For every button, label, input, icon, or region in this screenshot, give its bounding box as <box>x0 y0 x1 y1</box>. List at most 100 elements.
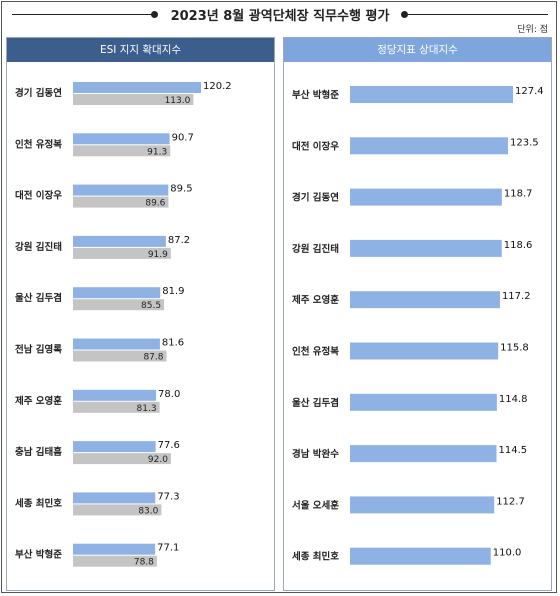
esi-value-primary: 120.2 <box>203 81 232 92</box>
esi-value-secondary: 91.3 <box>147 147 167 157</box>
esi-row: 울산 김두겸 81.985.5 <box>15 286 184 311</box>
esi-value-secondary: 89.6 <box>145 199 165 209</box>
esi-value-primary: 89.5 <box>170 184 192 195</box>
party-row: 제주 오영훈 117.2 <box>292 291 531 309</box>
party-category-label: 울산 김두겸 <box>292 397 339 409</box>
esi-category-label: 제주 오영훈 <box>15 395 62 407</box>
esi-value-secondary: 78.8 <box>134 558 154 568</box>
party-row: 부산 박형준 127.4 <box>292 86 544 103</box>
title-line-right <box>408 14 548 15</box>
esi-bar-primary <box>73 287 161 299</box>
party-row: 인천 유정복 115.8 <box>292 342 529 360</box>
esi-category-label: 경기 김동연 <box>15 87 62 99</box>
esi-value-primary: 81.6 <box>162 338 184 349</box>
party-value: 115.8 <box>500 343 529 354</box>
esi-category-label: 대전 이장우 <box>15 190 62 202</box>
esi-category-label: 울산 김두겸 <box>15 292 62 304</box>
party-value: 114.5 <box>498 445 527 456</box>
esi-category-label: 세종 최민호 <box>15 497 62 509</box>
esi-bar-primary <box>73 389 157 401</box>
chart-esi: 경기 김동연 120.2 113.0 인천 유정복 90.7 91.3 대전 이장우 89.5… <box>15 81 232 568</box>
esi-bar-secondary <box>73 299 165 311</box>
party-bar <box>350 137 509 155</box>
esi-value-primary: 77.3 <box>157 491 179 502</box>
party-value: 118.7 <box>504 189 533 200</box>
esi-category-label: 충남 김태흠 <box>15 446 62 458</box>
esi-value-primary: 90.7 <box>172 132 194 143</box>
esi-category-label: 인천 유정복 <box>15 138 62 150</box>
party-bar <box>350 291 500 309</box>
party-category-label: 경남 박완수 <box>292 448 339 460</box>
esi-row: 제주 오영훈 78.081.3 <box>15 389 180 414</box>
party-value: 118.6 <box>504 240 533 251</box>
party-bar <box>350 445 497 463</box>
party-bar <box>350 496 495 514</box>
esi-row: 대전 이장우 89.5 89.6 <box>15 184 193 209</box>
esi-value-primary: 81.9 <box>162 286 184 297</box>
party-row: 강원 김진태 118.6 <box>292 239 533 257</box>
esi-value-secondary: 83.0 <box>138 506 158 516</box>
esi-row: 전남 김영록 81.6 87.8 <box>15 338 184 363</box>
party-value: 127.4 <box>515 86 544 97</box>
esi-row: 충남 김태흠 77.6 92.0 <box>15 440 180 465</box>
esi-category-label: 강원 김진태 <box>15 241 62 253</box>
esi-value-primary: 87.2 <box>168 235 190 246</box>
party-bar <box>350 188 502 206</box>
esi-value-secondary: 85.5 <box>141 301 161 311</box>
esi-value-primary: 77.6 <box>158 440 180 451</box>
party-value: 117.2 <box>502 291 531 302</box>
chart-party: 부산 박형준 127.4 대전 이장우 123.5 경기 김동연 118.7 강원 김진태 1… <box>292 86 544 565</box>
panel-esi: ESI 지지 확대지수 경기 김동연 120.2 113.0 인천 유정복 90.7 91… <box>6 37 275 591</box>
title-dot-left <box>151 11 158 18</box>
panel-esi-title: ESI 지지 확대지수 <box>7 38 274 62</box>
unit-label: 단위: 점 <box>517 25 548 35</box>
party-row: 경기 김동연 118.7 <box>292 188 533 206</box>
party-category-label: 부산 박형준 <box>292 89 339 101</box>
esi-bar-primary <box>73 492 156 504</box>
esi-category-label: 전남 김영록 <box>15 344 62 356</box>
esi-value-secondary: 87.8 <box>143 353 163 363</box>
party-row: 대전 이장우 123.5 <box>292 137 539 155</box>
title-dot-right <box>401 11 408 18</box>
esi-bar-primary <box>73 235 166 247</box>
party-category-label: 서울 오세훈 <box>292 499 339 511</box>
esi-bar-secondary <box>73 555 157 567</box>
party-category-label: 제주 오영훈 <box>292 294 339 306</box>
page-title: 2023년 8월 광역단체장 직무수행 평가 <box>170 9 390 24</box>
esi-category-label: 부산 박형준 <box>15 549 62 561</box>
party-value: 114.8 <box>499 394 528 405</box>
esi-row: 경기 김동연 120.2 113.0 <box>15 81 232 106</box>
party-value: 112.7 <box>496 496 525 507</box>
party-row: 세종 최민호 110.0 <box>292 547 522 565</box>
party-bar <box>350 86 513 103</box>
party-category-label: 인천 유정복 <box>292 346 339 358</box>
title-line-left <box>12 14 152 15</box>
esi-row: 인천 유정복 90.7 91.3 <box>15 132 194 157</box>
esi-bar-secondary <box>73 504 162 516</box>
esi-bar-secondary <box>73 94 194 105</box>
party-row: 경남 박완수 114.5 <box>292 445 527 463</box>
panel-party-title: 정당지표 상대지수 <box>284 38 551 62</box>
party-category-label: 세종 최민호 <box>292 551 339 563</box>
esi-value-secondary: 113.0 <box>165 96 191 106</box>
esi-value-secondary: 92.0 <box>148 455 168 465</box>
party-value: 110.0 <box>493 548 522 559</box>
party-row: 울산 김두겸 114.8 <box>292 393 528 411</box>
title-row: 2023년 8월 광역단체장 직무수행 평가 <box>0 0 560 30</box>
esi-bar-primary <box>73 184 169 196</box>
party-category-label: 대전 이장우 <box>292 140 339 152</box>
esi-value-primary: 77.1 <box>157 543 179 554</box>
esi-bar-secondary <box>73 145 171 157</box>
esi-bar-primary <box>73 82 201 93</box>
esi-bar-primary <box>73 441 156 453</box>
esi-row: 세종 최민호 77.3 83.0 <box>15 491 180 516</box>
esi-bar-secondary <box>73 453 171 465</box>
panel-party: 정당지표 상대지수 부산 박형준 127.4 대전 이장우 123.5 경기 김동연 11… <box>283 37 552 591</box>
party-bar <box>350 239 502 257</box>
party-row: 서울 오세훈 112.7 <box>292 496 525 514</box>
esi-bar-secondary <box>73 247 171 259</box>
esi-bar-primary <box>73 543 156 555</box>
esi-value-secondary: 91.9 <box>148 250 168 260</box>
esi-value-secondary: 81.3 <box>137 404 157 414</box>
